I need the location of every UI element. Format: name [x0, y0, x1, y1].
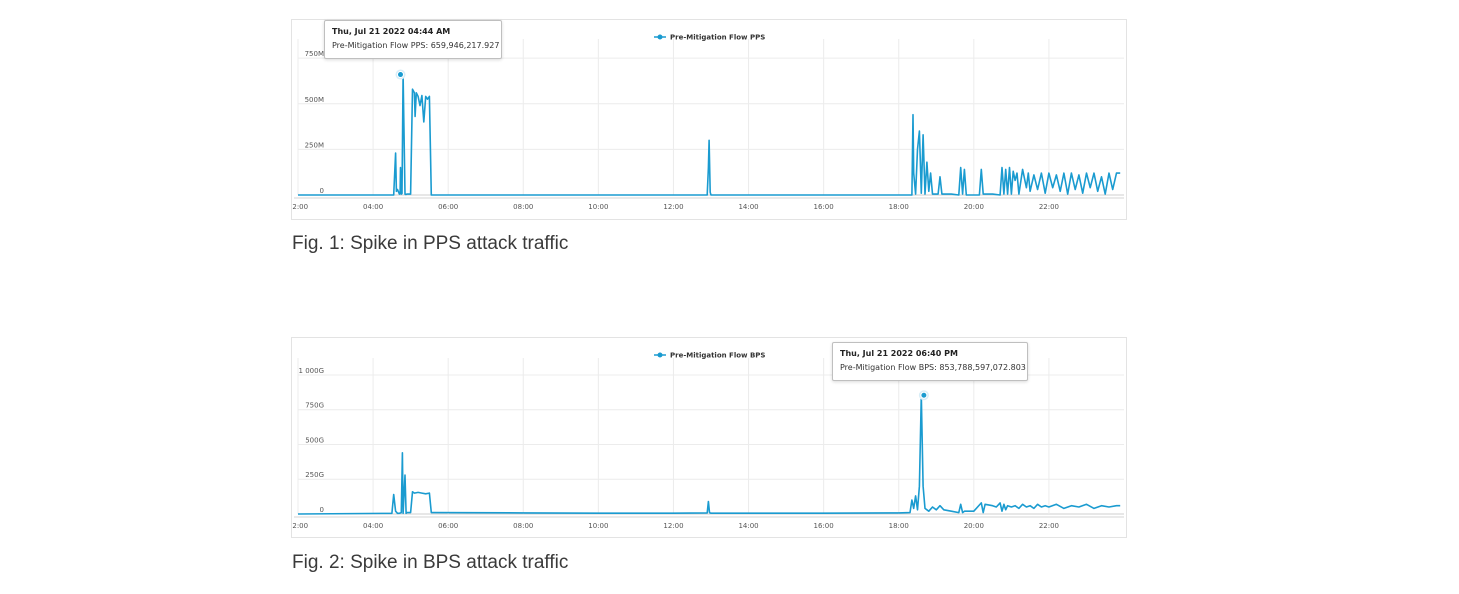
bps-y-tick-label: 1 000G	[299, 367, 324, 375]
pps-chart-svg: 0 250M 500M 750M 02:00 04:00 06:00 08:00 10:00 12…	[292, 34, 1124, 211]
bps-y-tick-label: 500G	[305, 436, 324, 444]
pps-x-tick-label: 16:00	[814, 203, 834, 211]
bps-legend-marker	[657, 352, 663, 358]
pps-chart[interactable]: 0 250M 500M 750M 02:00 04:00 06:00 08:00 10:00 12…	[291, 19, 1127, 220]
pps-x-tick-label: 08:00	[513, 203, 533, 211]
pps-x-tick-label: 14:00	[738, 203, 758, 211]
bps-tooltip: Thu, Jul 21 2022 06:40 PM Pre-Mitigation…	[832, 342, 1028, 381]
pps-y-tick-label: 500M	[305, 96, 324, 104]
bps-tooltip-value: Pre-Mitigation Flow BPS: 853,788,597,072…	[840, 363, 1026, 372]
pps-tooltip: Thu, Jul 21 2022 04:44 AM Pre-Mitigation…	[324, 20, 502, 59]
bps-tooltip-date: Thu, Jul 21 2022 06:40 PM	[840, 349, 958, 358]
pps-legend-label: Pre-Mitigation Flow PPS	[670, 34, 765, 42]
pps-x-tick-label: 06:00	[438, 203, 458, 211]
bps-hover-point[interactable]	[920, 391, 928, 399]
pps-hover-point[interactable]	[396, 71, 404, 79]
figure-1-caption: Fig. 1: Spike in PPS attack traffic	[292, 233, 569, 254]
bps-x-tick-label: 22:00	[1039, 522, 1059, 530]
bps-y-tick-label: 0	[320, 506, 324, 514]
pps-y-tick-label: 750M	[305, 50, 324, 58]
bps-x-tick-label: 12:00	[663, 522, 683, 530]
bps-series-line	[297, 394, 1121, 515]
pps-legend[interactable]: Pre-Mitigation Flow PPS	[654, 34, 765, 42]
pps-tooltip-date: Thu, Jul 21 2022 04:44 AM	[332, 27, 451, 36]
pps-legend-marker	[657, 34, 663, 40]
pps-x-tick-label: 12:00	[663, 203, 683, 211]
bps-x-tick-label: 14:00	[738, 522, 758, 530]
pps-x-tick-label: 02:00	[292, 203, 308, 211]
pps-x-tick-label: 20:00	[964, 203, 984, 211]
pps-x-tick-label: 10:00	[588, 203, 608, 211]
bps-legend[interactable]: Pre-Mitigation Flow BPS	[654, 352, 765, 360]
bps-chart-svg: 0 250G 500G 750G 1 000G 02:00 04:00 06:00 08:00 1…	[292, 352, 1124, 530]
pps-y-tick-label: 0	[320, 187, 324, 195]
bps-chart[interactable]: 0 250G 500G 750G 1 000G 02:00 04:00 06:00 08:00 1…	[291, 337, 1127, 538]
bps-x-tick-label: 04:00	[363, 522, 383, 530]
pps-x-tick-label: 18:00	[889, 203, 909, 211]
bps-x-tick-label: 02:00	[292, 522, 308, 530]
pps-series-line	[298, 73, 1121, 196]
bps-legend-label: Pre-Mitigation Flow BPS	[670, 352, 765, 360]
bps-x-tick-label: 18:00	[889, 522, 909, 530]
bps-x-tick-label: 10:00	[588, 522, 608, 530]
pps-tooltip-value: Pre-Mitigation Flow PPS: 659,946,217.927	[332, 41, 500, 50]
bps-y-tick-label: 750G	[305, 402, 324, 410]
bps-x-tick-label: 20:00	[964, 522, 984, 530]
bps-y-tick-label: 250G	[305, 471, 324, 479]
pps-x-tick-label: 22:00	[1039, 203, 1059, 211]
pps-x-tick-label: 04:00	[363, 203, 383, 211]
bps-x-tick-label: 08:00	[513, 522, 533, 530]
pps-y-tick-label: 250M	[305, 141, 324, 149]
bps-x-tick-label: 06:00	[438, 522, 458, 530]
bps-x-tick-label: 16:00	[814, 522, 834, 530]
figure-2-caption: Fig. 2: Spike in BPS attack traffic	[292, 552, 569, 573]
